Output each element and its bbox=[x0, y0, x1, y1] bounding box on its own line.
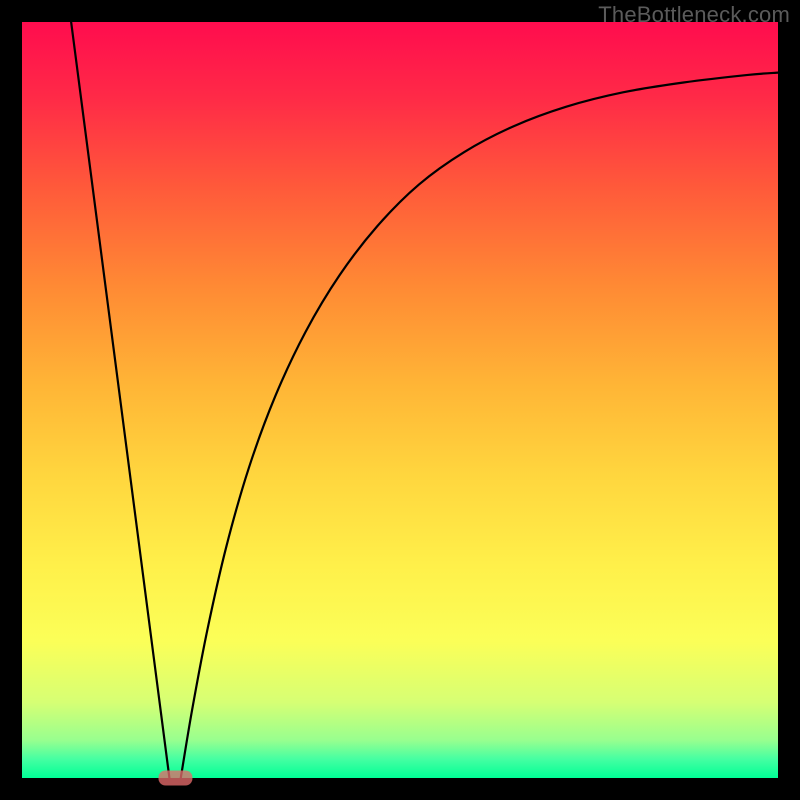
bottleneck-chart: TheBottleneck.com bbox=[0, 0, 800, 800]
chart-svg bbox=[0, 0, 800, 800]
optimal-marker bbox=[158, 771, 192, 786]
chart-background bbox=[22, 22, 778, 778]
watermark-text: TheBottleneck.com bbox=[598, 2, 790, 28]
